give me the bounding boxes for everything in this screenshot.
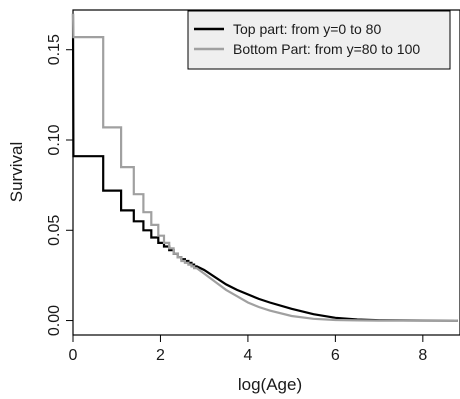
x-tick-label: 0 — [69, 347, 78, 364]
series-line-bottom-part — [71, 13, 458, 322]
y-tick-label: 0.15 — [46, 34, 63, 65]
y-axis-label: Survival — [7, 142, 26, 202]
plot-frame — [72, 9, 460, 336]
legend-label-bottom-part: Bottom Part: from y=80 to 100 — [233, 41, 420, 57]
legend-box — [187, 10, 451, 70]
x-axis-label: log(Age) — [238, 375, 302, 394]
x-tick-label: 4 — [243, 347, 252, 364]
y-tick-label: 0.00 — [46, 305, 63, 336]
axis-layer: 0 2 4 6 8 0.00 0.05 0.10 0.15 — [46, 34, 427, 364]
y-tick-label: 0.05 — [46, 215, 63, 246]
legend-label-top-part: Top part: from y=0 to 80 — [233, 21, 381, 37]
x-tick-label: 2 — [156, 347, 165, 364]
y-tick-label: 0.10 — [46, 124, 63, 155]
series-layer — [71, 13, 458, 322]
legend: Top part: from y=0 to 80 Bottom Part: fr… — [187, 10, 451, 70]
x-tick-label: 8 — [418, 347, 427, 364]
x-tick-label: 6 — [331, 347, 340, 364]
